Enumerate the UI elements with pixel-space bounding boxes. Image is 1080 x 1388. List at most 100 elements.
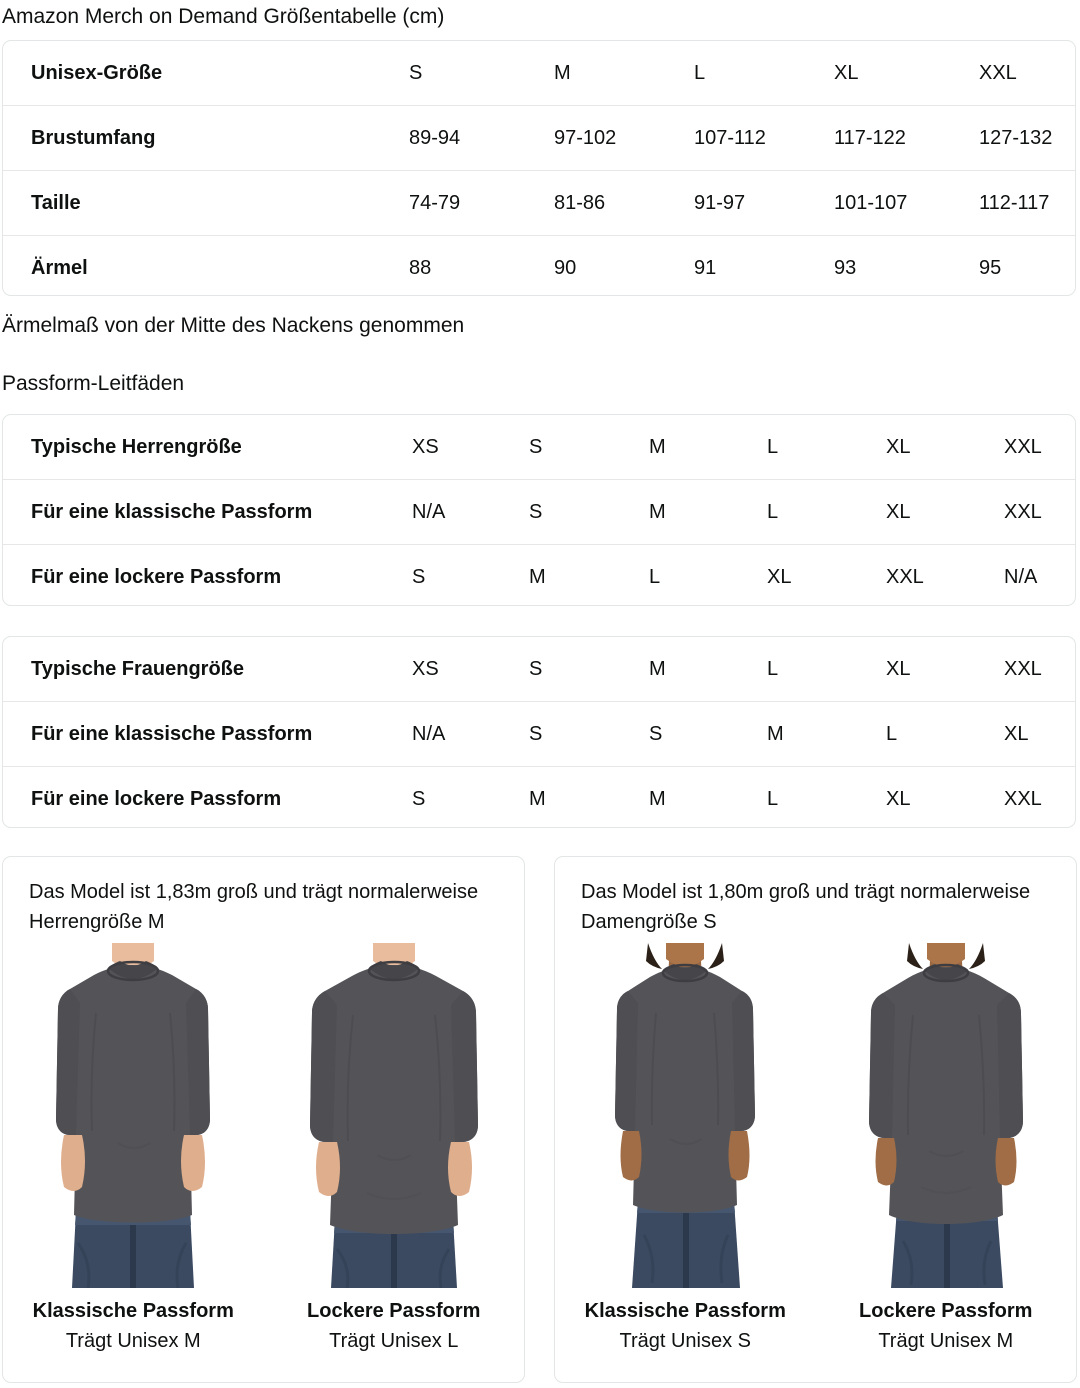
cell-chest-xl: 117-122 — [834, 105, 979, 171]
womens-model-caption: Das Model ist 1,80m groß und trägt norma… — [581, 881, 1031, 933]
row-label-men-classic-fit: Für eine klassische Passform — [3, 479, 412, 545]
size-table-header-l: L — [694, 61, 706, 84]
size-table-header-label: Unisex-Größe — [31, 61, 163, 84]
cell-women-classic-3: S — [649, 701, 767, 767]
cell-chest-s: 89-94 — [409, 105, 554, 171]
cell-women-loose-6: XXL — [1004, 766, 1075, 827]
cell-women-loose-4: L — [767, 766, 886, 827]
female-model-loose-illustration — [830, 943, 1061, 1288]
cell-men-classic-3: M — [649, 479, 767, 545]
mens-model-card: Das Model ist 1,83m groß und trägt norma… — [2, 856, 525, 1383]
cell-men-typical-5: XL — [886, 435, 911, 458]
cell-women-typical-2: S — [529, 657, 543, 680]
cell-men-loose-3: L — [649, 544, 767, 605]
table-row: Typische Herrengröße XS S M L XL XXL — [3, 415, 1075, 480]
mens-classic-fit-photo — [3, 943, 264, 1288]
cell-women-typical-3: M — [649, 657, 666, 680]
male-model-classic-illustration — [18, 943, 249, 1288]
fit-sub: Trägt Unisex S — [619, 1330, 752, 1352]
womens-classic-fit-photo — [555, 943, 816, 1288]
size-measurements-table: Unisex-Größe S M L XL XXL Brustumfang 89… — [3, 41, 1075, 295]
row-label-chest: Brustumfang — [3, 105, 409, 171]
cell-men-classic-4: L — [767, 479, 886, 545]
cell-women-classic-4: M — [767, 701, 886, 767]
womens-classic-fit-label: Klassische Passform Trägt Unisex S — [555, 1297, 816, 1357]
mens-fit-table: Typische Herrengröße XS S M L XL XXL Für… — [3, 415, 1075, 605]
row-label-typical-womens-size: Typische Frauengröße — [31, 657, 245, 680]
womens-fit-labels: Klassische Passform Trägt Unisex S Locke… — [555, 1297, 1076, 1357]
table-row: Typische Frauengröße XS S M L XL XXL — [3, 637, 1075, 702]
size-table-header-s: S — [409, 61, 423, 84]
row-label-men-loose-fit: Für eine lockere Passform — [3, 544, 412, 605]
cell-men-loose-2: M — [529, 544, 649, 605]
unisex-size-table: Unisex-Größe S M L XL XXL Brustumfang 89… — [2, 40, 1076, 296]
table-row: Ärmel 88 90 91 93 95 — [3, 235, 1075, 295]
cell-women-loose-5: XL — [886, 766, 1004, 827]
cell-women-typical-1: XS — [412, 657, 439, 680]
fit-name: Lockere Passform — [307, 1300, 481, 1322]
womens-fit-table: Typische Frauengröße XS S M L XL XXL Für… — [3, 637, 1075, 827]
mens-loose-fit-label: Lockere Passform Trägt Unisex L — [264, 1297, 525, 1357]
cell-men-loose-6: N/A — [1004, 544, 1075, 605]
cell-women-loose-2: M — [529, 766, 649, 827]
fit-name: Klassische Passform — [32, 1300, 234, 1322]
row-label-waist: Taille — [3, 170, 409, 236]
cell-men-typical-2: S — [529, 435, 543, 458]
mens-photo-row — [3, 943, 524, 1288]
cell-women-loose-1: S — [412, 766, 529, 827]
row-label-women-loose-fit: Für eine lockere Passform — [3, 766, 412, 827]
female-model-classic-illustration — [570, 943, 801, 1288]
fit-name: Lockere Passform — [859, 1300, 1033, 1322]
mens-loose-fit-photo — [264, 943, 525, 1288]
cell-women-typical-4: L — [767, 657, 779, 680]
cell-women-typical-6: XXL — [1004, 657, 1042, 680]
mens-fit-guide-table: Typische Herrengröße XS S M L XL XXL Für… — [2, 414, 1076, 606]
cell-men-loose-1: S — [412, 544, 529, 605]
cell-women-typical-5: XL — [886, 657, 911, 680]
cell-waist-m: 81-86 — [554, 170, 694, 236]
male-model-loose-illustration — [278, 943, 509, 1288]
table-row: Für eine lockere Passform S M M L XL XXL — [3, 766, 1075, 827]
cell-women-classic-5: L — [886, 701, 1004, 767]
mens-model-caption: Das Model ist 1,83m groß und trägt norma… — [29, 881, 479, 933]
size-table-header-m: M — [554, 61, 571, 84]
cell-men-loose-5: XXL — [886, 544, 1004, 605]
cell-waist-xl: 101-107 — [834, 170, 979, 236]
womens-model-card: Das Model ist 1,80m groß und trägt norma… — [554, 856, 1077, 1383]
fit-sub: Trägt Unisex M — [878, 1330, 1014, 1352]
cell-sleeve-s: 88 — [409, 235, 554, 295]
mens-fit-labels: Klassische Passform Trägt Unisex M Locke… — [3, 1297, 524, 1357]
fit-sub: Trägt Unisex L — [329, 1330, 459, 1352]
table-row: Taille 74-79 81-86 91-97 101-107 112-117 — [3, 170, 1075, 236]
sleeve-measurement-note: Ärmelmaß von der Mitte des Nackens genom… — [2, 314, 465, 337]
row-label-typical-mens-size: Typische Herrengröße — [31, 435, 242, 458]
row-label-sleeve: Ärmel — [3, 235, 409, 295]
cell-waist-s: 74-79 — [409, 170, 554, 236]
cell-women-classic-2: S — [529, 701, 649, 767]
cell-men-classic-1: N/A — [412, 479, 529, 545]
page-title: Amazon Merch on Demand Größentabelle (cm… — [2, 5, 445, 28]
womens-fit-guide-table: Typische Frauengröße XS S M L XL XXL Für… — [2, 636, 1076, 828]
mens-classic-fit-label: Klassische Passform Trägt Unisex M — [3, 1297, 264, 1357]
cell-sleeve-m: 90 — [554, 235, 694, 295]
cell-chest-m: 97-102 — [554, 105, 694, 171]
table-row: Für eine klassische Passform N/A S M L X… — [3, 479, 1075, 545]
table-row: Für eine klassische Passform N/A S S M L… — [3, 701, 1075, 767]
womens-photo-row — [555, 943, 1076, 1288]
fit-guides-title: Passform-Leitfäden — [2, 372, 185, 395]
cell-men-typical-4: L — [767, 435, 779, 458]
cell-men-classic-6: XXL — [1004, 479, 1075, 545]
cell-men-loose-4: XL — [767, 544, 886, 605]
cell-chest-l: 107-112 — [694, 105, 834, 171]
row-label-women-classic-fit: Für eine klassische Passform — [3, 701, 412, 767]
cell-women-loose-3: M — [649, 766, 767, 827]
cell-waist-xxl: 112-117 — [979, 170, 1075, 236]
cell-men-typical-1: XS — [412, 435, 439, 458]
fit-sub: Trägt Unisex M — [65, 1330, 201, 1352]
cell-sleeve-xxl: 95 — [979, 235, 1075, 295]
table-row: Brustumfang 89-94 97-102 107-112 117-122… — [3, 105, 1075, 171]
cell-waist-l: 91-97 — [694, 170, 834, 236]
cell-sleeve-xl: 93 — [834, 235, 979, 295]
table-row-header: Unisex-Größe S M L XL XXL — [3, 41, 1075, 106]
